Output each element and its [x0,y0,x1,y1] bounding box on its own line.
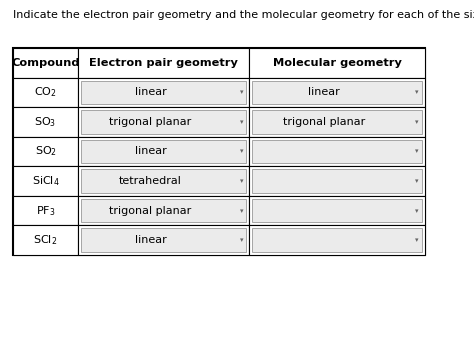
Text: SCl$_2$: SCl$_2$ [34,233,58,247]
Text: ▾: ▾ [240,148,243,155]
Bar [13,196,78,225]
Text: ▾: ▾ [240,178,243,184]
Text: ▾: ▾ [415,119,419,125]
Bar [81,140,246,163]
Bar [253,81,422,104]
Bar [253,169,422,193]
Text: ▾: ▾ [415,178,419,184]
Text: Molecular geometry: Molecular geometry [273,58,401,68]
Text: SO$_3$: SO$_3$ [35,115,56,129]
Text: SO$_2$: SO$_2$ [35,145,56,158]
Bar [13,48,78,78]
Text: linear: linear [135,87,166,97]
Text: trigonal planar: trigonal planar [283,117,365,127]
Bar [249,48,425,78]
Bar [13,48,425,255]
Text: ▾: ▾ [415,148,419,155]
Text: ▾: ▾ [415,237,419,243]
Bar [81,199,246,223]
Bar [13,137,78,166]
Bar [249,166,425,196]
Bar [13,166,78,196]
Text: PF$_3$: PF$_3$ [36,204,55,218]
Text: linear: linear [135,235,166,245]
Text: trigonal planar: trigonal planar [109,117,191,127]
Bar [253,228,422,252]
Bar [78,78,249,107]
Bar [78,196,249,225]
Text: ▾: ▾ [415,208,419,214]
Text: Electron pair geometry: Electron pair geometry [90,58,238,68]
Bar [253,199,422,223]
Bar [249,78,425,107]
Text: ▾: ▾ [240,89,243,95]
Bar [249,196,425,225]
Text: ▾: ▾ [415,89,419,95]
Text: linear: linear [308,87,339,97]
Bar [249,107,425,137]
Bar [13,225,78,255]
Bar [249,225,425,255]
Bar [249,137,425,166]
Text: SiCl$_4$: SiCl$_4$ [32,174,59,188]
Bar [253,140,422,163]
Text: ▾: ▾ [240,237,243,243]
Bar [78,225,249,255]
Text: trigonal planar: trigonal planar [109,206,191,216]
Text: Indicate the electron pair geometry and the molecular geometry for each of the s: Indicate the electron pair geometry and … [13,10,474,20]
Text: Compound: Compound [11,58,80,68]
Text: ▾: ▾ [240,119,243,125]
Bar [81,169,246,193]
Bar [78,166,249,196]
Bar [81,81,246,104]
Bar [78,107,249,137]
Bar [81,228,246,252]
Bar [81,110,246,134]
Bar [253,110,422,134]
Text: linear: linear [135,147,166,157]
Bar [13,78,78,107]
Bar [13,107,78,137]
Text: CO$_2$: CO$_2$ [34,86,57,99]
Bar [78,48,249,78]
Bar [78,137,249,166]
Text: ▾: ▾ [240,208,243,214]
Text: tetrahedral: tetrahedral [119,176,182,186]
